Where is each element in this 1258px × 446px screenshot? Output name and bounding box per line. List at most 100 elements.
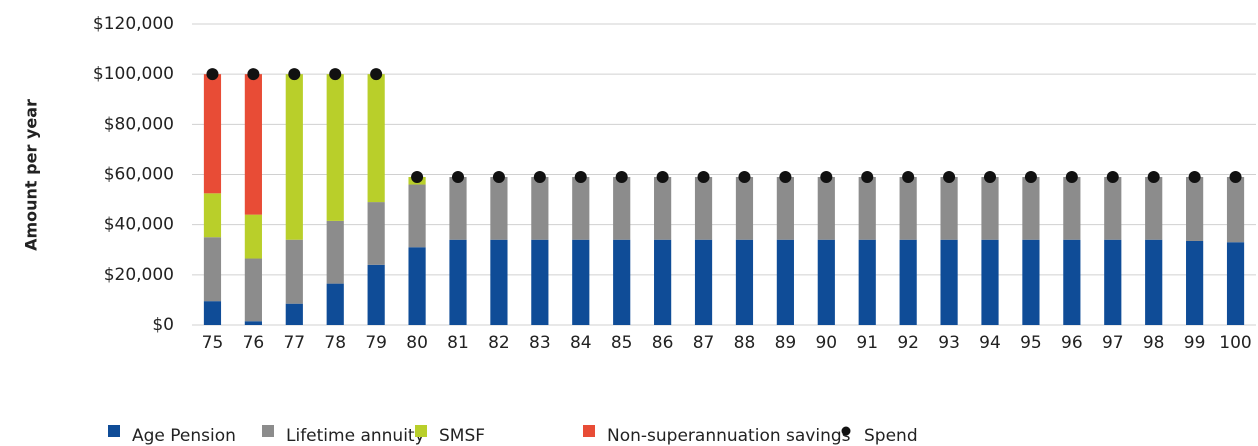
bar-segment [654, 177, 672, 240]
legend-marker [841, 426, 851, 436]
spend-dot [738, 171, 751, 184]
bar-segment [367, 74, 385, 203]
spend-dot [247, 68, 260, 81]
bar-segment [735, 177, 754, 240]
x-tick-label: 92 [897, 333, 919, 353]
x-tick-label: 78 [324, 333, 346, 353]
y-tick-label: $60,000 [104, 165, 174, 185]
spend-dot [411, 171, 424, 184]
x-tick-label: 80 [406, 333, 428, 353]
bar-segment [899, 177, 917, 240]
bar-segment [367, 264, 385, 325]
bar-segment [981, 177, 999, 240]
bar-segment [203, 193, 222, 238]
bar-segment [1145, 177, 1163, 240]
x-tick-label: 94 [979, 333, 1001, 353]
bar-segment [367, 202, 385, 265]
x-tick-label: 98 [1143, 333, 1165, 353]
bar-segment [940, 177, 958, 240]
bar-segment [326, 74, 344, 221]
bar-segment [1226, 177, 1245, 243]
spend-dot [984, 171, 996, 184]
x-tick-label: 88 [734, 333, 756, 353]
x-tick-label: 87 [693, 333, 715, 353]
spend-dot [370, 68, 383, 81]
y-tick-label: $80,000 [104, 114, 174, 134]
legend-label: Age Pension [132, 426, 236, 446]
bar-segment [244, 258, 262, 322]
spend-dot [615, 171, 628, 184]
bar-segment [776, 239, 794, 325]
bar-segment [899, 239, 917, 325]
bar-segment [654, 239, 672, 325]
spend-dot [902, 171, 915, 184]
x-tick-label: 95 [1020, 333, 1042, 353]
bar-segment [858, 177, 876, 240]
bar-segment [285, 74, 303, 240]
x-tick-label: 90 [815, 333, 837, 353]
bar-segment [203, 237, 222, 302]
bar-segment [203, 74, 222, 194]
bar-segment [572, 177, 590, 240]
x-tick-label: 77 [283, 333, 305, 353]
legend-label: Non-superannuation savings [607, 426, 851, 446]
bar-segment [244, 74, 262, 215]
spend-dot [820, 171, 833, 184]
bar-segment [858, 239, 876, 325]
bar-segment [490, 239, 508, 325]
y-tick-label: $20,000 [104, 265, 174, 285]
spend-dot [492, 171, 505, 184]
x-tick-label: 82 [488, 333, 510, 353]
x-tick-label: 100 [1219, 333, 1251, 353]
bar-segment [449, 239, 467, 325]
legend-marker [583, 425, 595, 437]
x-tick-label: 85 [611, 333, 633, 353]
bar-segment [817, 239, 835, 325]
bar-segment [1186, 240, 1204, 325]
spend-dot [656, 171, 669, 184]
bar-segment [285, 239, 303, 304]
bar-segment [613, 177, 631, 240]
bar-segment [490, 177, 508, 240]
spend-dot [329, 68, 342, 81]
bar-segment [1226, 242, 1245, 325]
x-tick-label: 91 [856, 333, 878, 353]
spend-dot [574, 171, 587, 184]
x-tick-label: 99 [1184, 333, 1206, 353]
x-tick-label: 96 [1061, 333, 1083, 353]
spend-dot [697, 171, 710, 184]
bar-segment [694, 239, 713, 325]
spend-dot [1147, 171, 1160, 184]
bar-segment [613, 239, 631, 325]
spend-dot [206, 68, 219, 81]
x-tick-label: 76 [243, 333, 265, 353]
bar-segment [776, 177, 794, 240]
bar-segment [572, 239, 590, 325]
bar-segment [1104, 177, 1122, 240]
legend-marker [262, 425, 274, 437]
spend-dot [1229, 171, 1242, 184]
spend-dot [1188, 171, 1201, 184]
spend-dot [1065, 171, 1078, 184]
bar-segment [244, 321, 262, 325]
x-tick-label: 79 [365, 333, 387, 353]
spend-dot [1106, 171, 1119, 184]
x-tick-label: 75 [202, 333, 224, 353]
y-tick-label: $120,000 [93, 14, 174, 34]
spend-dot [861, 171, 874, 184]
bar-segment [940, 239, 958, 325]
x-tick-label: 97 [1102, 333, 1124, 353]
bar-segment [1063, 177, 1081, 240]
x-tick-label: 81 [447, 333, 469, 353]
bar-segment [531, 177, 549, 240]
bar-segment [326, 220, 344, 284]
spend-dot [288, 68, 301, 81]
bar-segment [203, 301, 222, 325]
x-tick-label: 93 [938, 333, 960, 353]
x-tick-label: 86 [652, 333, 674, 353]
x-tick-label: 84 [570, 333, 592, 353]
spend-dot [779, 171, 792, 184]
bar-segment [1063, 239, 1081, 325]
bar-segment [817, 177, 835, 240]
